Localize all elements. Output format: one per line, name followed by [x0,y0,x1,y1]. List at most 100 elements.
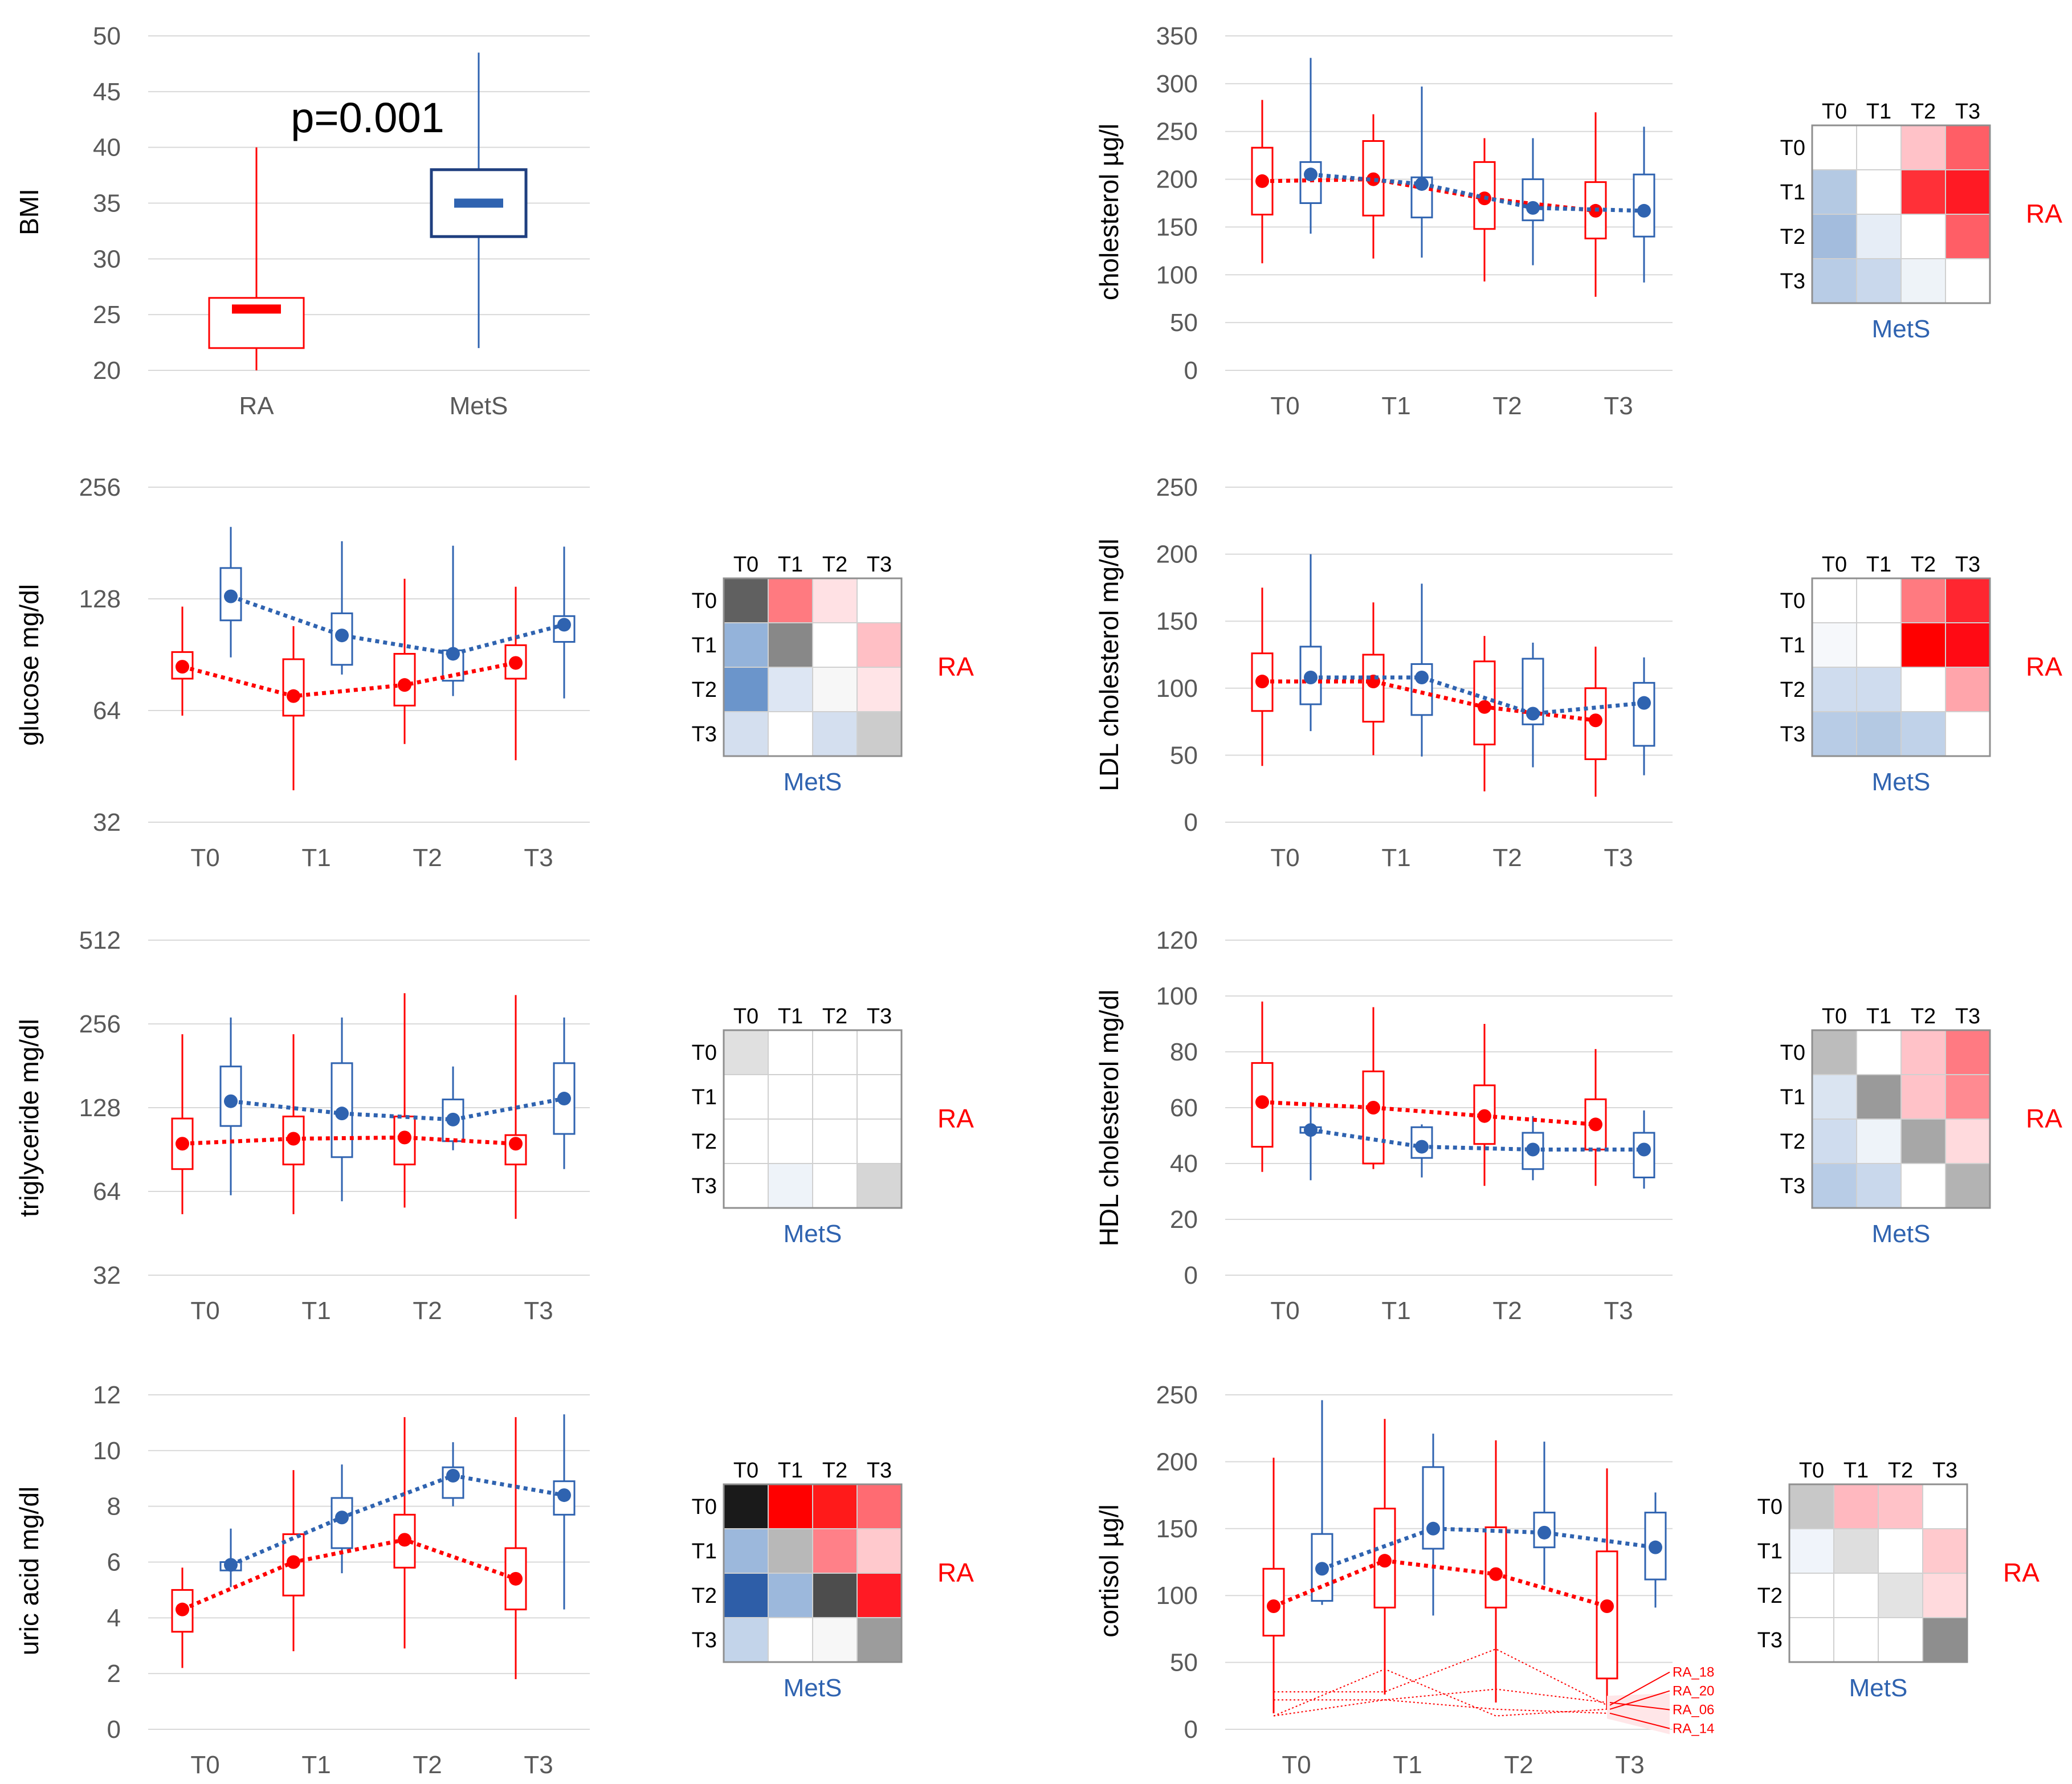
heatmap-row-label: T0 [1780,1041,1805,1065]
mets-mean-point [1415,177,1429,191]
heatmap-cell [768,1163,813,1209]
x-tick-label: T0 [1270,1297,1299,1325]
y-tick-label: 200 [1156,166,1198,194]
heatmap-cell [856,1074,902,1120]
heatmap-row-group-label: RA [937,1558,974,1587]
panel-cholesterol: 0 50 100 150 200 250 300 350 T0 T1 T2 T3 cholesterol… [1094,22,2062,420]
heatmap-row-label: T2 [692,1130,717,1154]
y-tick-label: 32 [93,809,121,836]
x-tick-label: T0 [1270,392,1299,420]
heatmap-row-group-label: RA [937,652,974,681]
y-tick-label: 2 [107,1660,121,1688]
mets-mean-line [230,1096,565,1122]
heatmap-cell [856,1617,902,1663]
mets-mean-point [335,628,349,643]
heatmap-cell [1945,578,1991,623]
y-tick-label: 300 [1156,70,1198,98]
median-bar [232,304,281,314]
heatmap-row-label: T0 [1780,589,1805,613]
mets-mean-line [230,1473,565,1567]
heatmap-cell [1878,1573,1923,1618]
heatmap-cell [1900,667,1946,712]
panel-bmi: 20 25 30 35 40 45 50 RA MetS BMI p=0.001 [14,22,590,420]
heatmap-cell [812,1573,858,1618]
heatmap-cell [1812,214,1857,259]
x-tick-label: T1 [301,1297,331,1325]
x-tick-label: T3 [1604,392,1633,420]
mets-mean-point [1637,203,1651,218]
mets-box [1633,681,1655,747]
ra-box [171,651,194,680]
heatmap-cell [723,667,769,712]
heatmap-cell [1900,1030,1946,1075]
heatmap-row-label: T1 [1780,1085,1805,1109]
ra-mean-point [1589,1117,1602,1132]
x-tick-label: T1 [1381,1297,1410,1325]
heatmap-cell [856,1118,902,1164]
y-tick-label: 10 [93,1437,121,1465]
heatmap-cell [1856,667,1902,712]
individual-label: RA_06 [1673,1703,1714,1718]
heatmap-cell [768,711,813,757]
individual-trajectory [1274,1648,1608,1706]
y-tick-label: 200 [1156,541,1198,569]
ra-mean-line [181,1537,517,1611]
x-tick-label: RA [239,392,274,420]
ra-mean-point [1589,713,1602,728]
x-tick-label: T1 [1393,1751,1422,1779]
heatmap-col-label: T2 [1888,1459,1913,1483]
heatmap-cell [856,1484,902,1529]
y-tick-label: 250 [1156,473,1198,501]
heatmap-cell [856,1528,902,1574]
heatmap-cell [812,578,858,623]
heatmap-row-label: T2 [1780,1130,1805,1154]
y-tick-label: 256 [79,473,121,501]
heatmap-cell [1812,1074,1857,1120]
heatmap-cell [768,1118,813,1164]
y-tick-label: 350 [1156,22,1198,50]
heatmap-cell [723,1484,769,1529]
ra-box [393,652,416,707]
heatmap-col-group-label: MetS [1872,315,1931,343]
x-tick-label: T2 [413,844,442,872]
heatmap-cell [723,1118,769,1164]
x-tick-label: T1 [301,844,331,872]
heatmap-row-group-label: RA [937,1104,974,1133]
mets-mean-point [557,1092,571,1106]
heatmap-row-group-label: RA [2026,199,2062,228]
heatmap-cell [723,1163,769,1209]
heatmap-cell [1833,1617,1879,1663]
heatmap-col-label: T1 [1866,100,1891,124]
y-tick-label: 64 [93,1178,121,1206]
heatmap-row-label: T2 [1780,225,1805,249]
heatmap-frame [1811,1029,1991,1209]
heatmap-cell [856,667,902,712]
mets-mean-point [1304,1123,1318,1137]
y-axis-label: triglyceride mg/dl [14,1019,44,1217]
heatmap-row-label: T0 [1780,136,1805,160]
panel-ldl: 0 50 100 150 200 250 T0 T1 T2 T3 LDL cholesterol m… [1094,473,2062,872]
mets-mean-point [335,1107,349,1121]
heatmap-col-label: T1 [778,553,803,577]
heatmap-cell [1812,1030,1857,1075]
heatmap-col-label: T1 [1843,1459,1869,1483]
mets-mean-point [1526,1142,1540,1157]
heatmap-cell [1922,1573,1968,1618]
heatmap-frame [723,577,903,757]
heatmap-cell [812,1118,858,1164]
heatmap-frame [1811,577,1991,757]
heatmap-cell [1878,1484,1923,1529]
y-tick-label: 25 [93,301,121,329]
y-tick-label: 50 [1170,741,1198,769]
heatmap-cell [1856,711,1902,757]
heatmap-row-label: T1 [692,1540,717,1563]
heatmap-cell [1812,711,1857,757]
label-leader [1609,1702,1670,1710]
heatmap-cell [768,578,813,623]
mets-mean-point [1526,707,1540,721]
heatmap-row-label: T2 [1757,1584,1783,1608]
heatmap-col-label: T0 [1822,1005,1847,1028]
heatmap-cell [768,1074,813,1120]
heatmap-cell [856,622,902,668]
p-value-annotation: p=0.001 [291,94,444,141]
